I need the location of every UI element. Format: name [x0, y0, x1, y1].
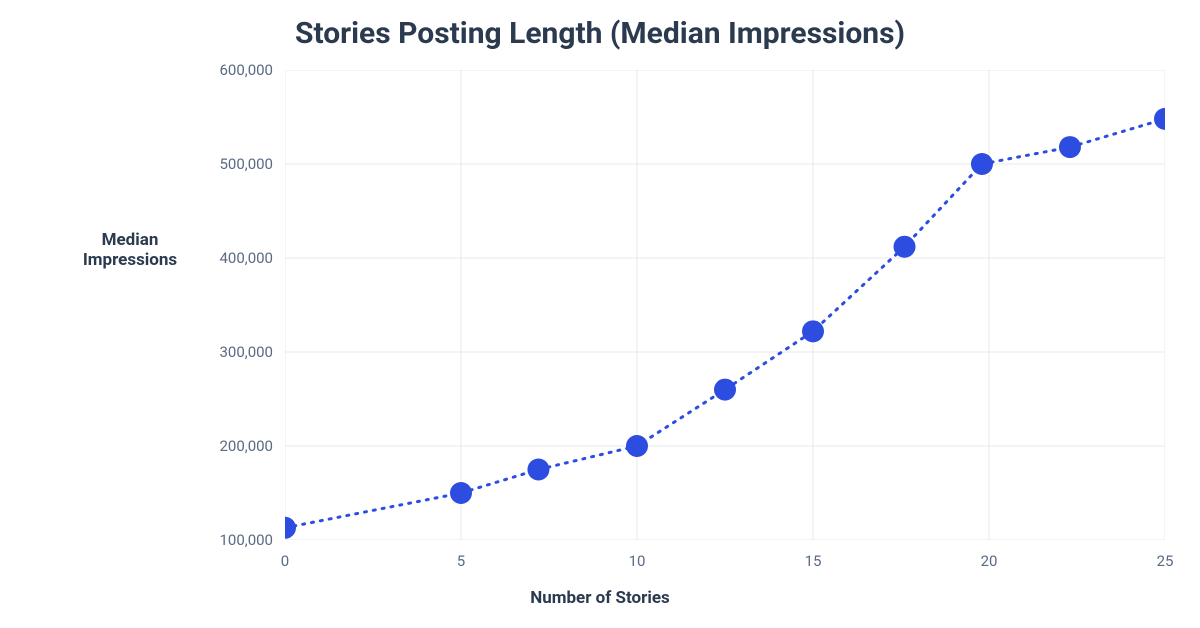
x-tick-label: 20 — [981, 552, 998, 570]
x-tick-label: 25 — [1157, 552, 1174, 570]
y-axis-label-line1: Median — [102, 230, 159, 250]
y-tick-label: 200,000 — [219, 437, 273, 455]
x-tick-label: 5 — [457, 552, 465, 570]
y-axis-label: Median Impressions — [60, 230, 200, 270]
x-axis-label: Number of Stories — [0, 588, 1200, 608]
x-tick-label: 0 — [281, 552, 289, 570]
chart-svg — [285, 70, 1165, 540]
y-tick-label: 300,000 — [219, 343, 273, 361]
y-tick-label: 400,000 — [219, 249, 273, 267]
y-tick-label: 500,000 — [219, 155, 273, 173]
x-tick-label: 15 — [805, 552, 822, 570]
x-tick-label: 10 — [629, 552, 646, 570]
y-tick-label: 600,000 — [219, 61, 273, 79]
plot-area — [285, 70, 1165, 540]
y-tick-label: 100,000 — [219, 531, 273, 549]
chart-container: Stories Posting Length (Median Impressio… — [0, 0, 1200, 628]
chart-title: Stories Posting Length (Median Impressio… — [0, 16, 1200, 51]
y-axis-label-line2: Impressions — [83, 250, 177, 270]
